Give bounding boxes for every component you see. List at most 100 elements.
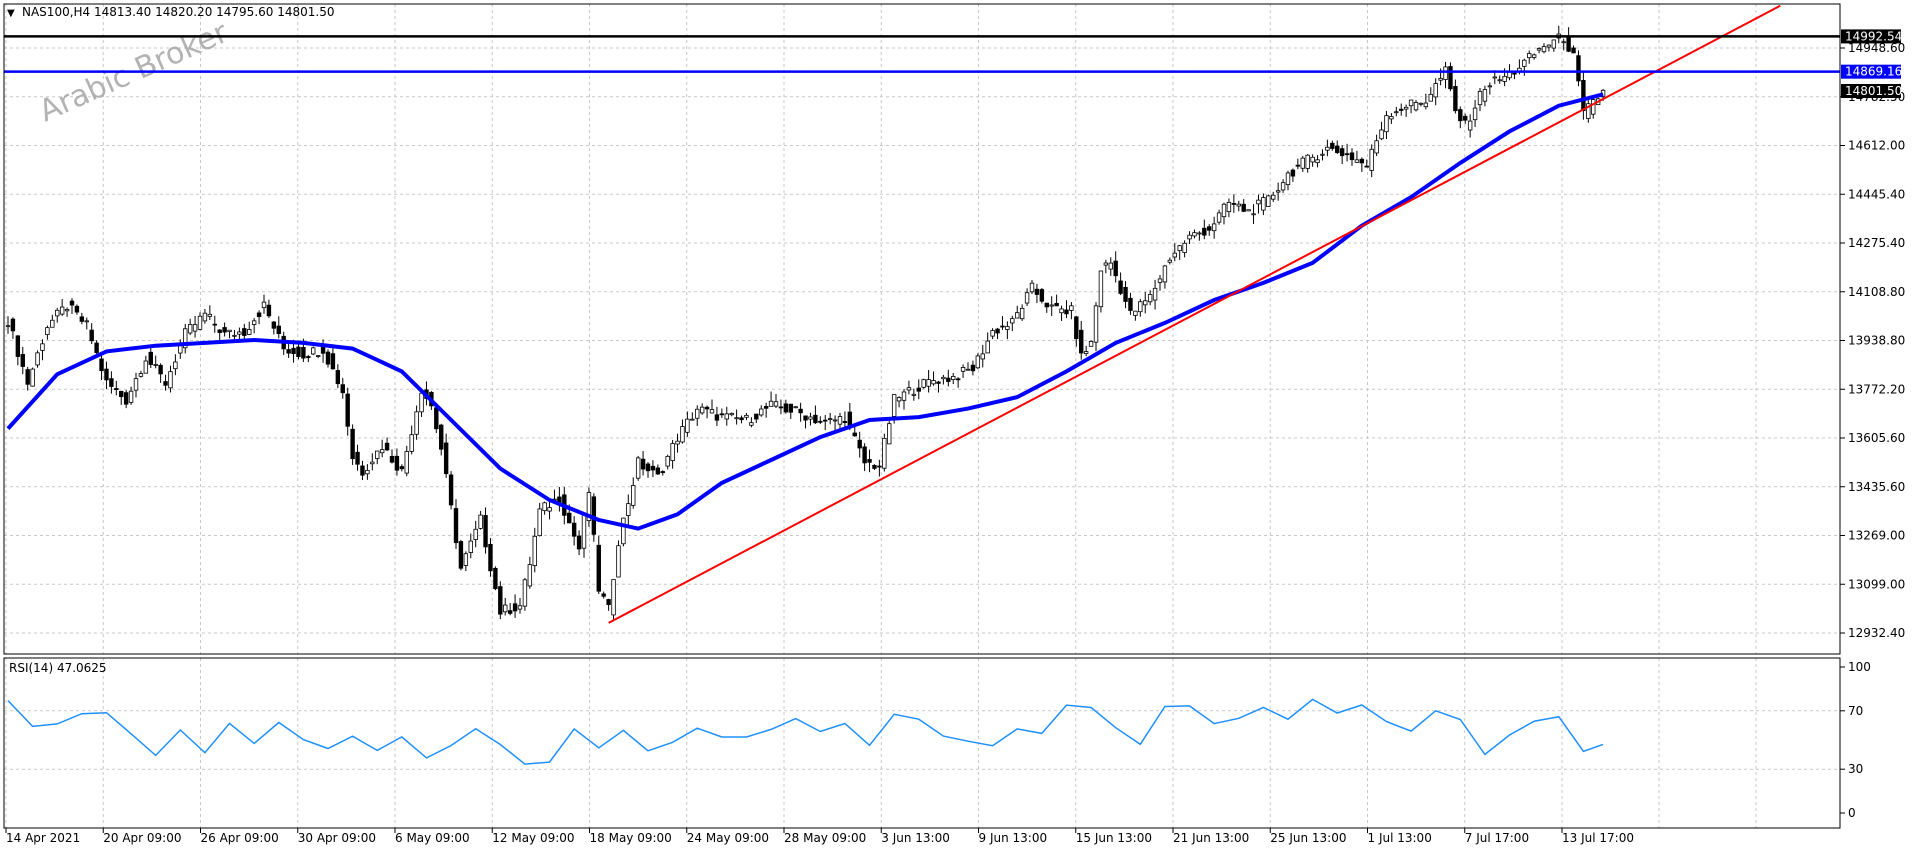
- candle-body: [453, 508, 459, 544]
- candle-body: [335, 370, 341, 385]
- candle-body: [1492, 76, 1497, 79]
- x-tick-label: 14 Apr 2021: [6, 831, 80, 845]
- candle-body: [906, 387, 912, 391]
- candle-body: [1128, 297, 1133, 311]
- candle-body: [872, 465, 877, 469]
- candle-body: [468, 540, 473, 553]
- candle-body: [148, 351, 153, 365]
- candle-body: [197, 315, 203, 330]
- candle-body: [857, 439, 862, 449]
- candle-body: [522, 579, 528, 607]
- candle-body: [1541, 46, 1547, 53]
- candle-body: [168, 371, 173, 389]
- menu-arrow-icon[interactable]: ▼: [7, 8, 15, 19]
- candle-body: [128, 390, 134, 403]
- candle-body: [1226, 201, 1232, 213]
- candle-body: [443, 442, 449, 475]
- candle-body: [291, 347, 296, 355]
- candle-body: [1438, 77, 1443, 81]
- candle-body: [744, 414, 749, 418]
- candle-body: [296, 346, 301, 357]
- candle-body: [887, 423, 892, 445]
- candle-body: [271, 321, 277, 329]
- candle-body: [749, 422, 754, 426]
- candle-body: [1157, 278, 1163, 283]
- candle-body: [931, 380, 936, 385]
- candle-body: [1182, 242, 1187, 253]
- candle-body: [1295, 164, 1301, 167]
- candle-body: [1271, 194, 1276, 200]
- y-tick-label: 13605.60: [1848, 431, 1905, 445]
- candle-body: [394, 455, 400, 471]
- candle-body: [847, 411, 853, 427]
- candle-body: [1305, 154, 1310, 169]
- candle-body: [1138, 301, 1143, 313]
- candle-body: [1359, 158, 1365, 164]
- candle-body: [439, 424, 444, 450]
- candle-body: [507, 610, 513, 614]
- y-tick-label: 14948.60: [1848, 41, 1905, 55]
- candle-body: [1561, 41, 1566, 44]
- candle-body: [1108, 262, 1113, 270]
- candle-body: [1344, 153, 1350, 156]
- candle-body: [123, 392, 129, 405]
- candle-body: [1546, 44, 1552, 48]
- candle-body: [581, 514, 587, 549]
- candle-body: [217, 329, 222, 333]
- candle-body: [970, 364, 976, 372]
- candle-body: [729, 412, 734, 416]
- candle-body: [803, 415, 808, 421]
- candle-body: [345, 393, 350, 427]
- candle-body: [635, 457, 641, 479]
- candle-body: [576, 535, 582, 550]
- candle-body: [645, 463, 651, 472]
- candle-body: [1197, 232, 1202, 235]
- candle-body: [1192, 232, 1197, 237]
- price-level-label: 14992.54: [1845, 29, 1902, 43]
- x-tick-label: 6 May 09:00: [395, 831, 470, 845]
- candle-body: [1330, 142, 1335, 149]
- candle-body: [537, 508, 542, 537]
- candle-body: [222, 327, 227, 333]
- x-tick-label: 12 May 09:00: [492, 831, 574, 845]
- candle-body: [69, 300, 75, 306]
- candle-body: [1413, 102, 1419, 111]
- candle-body: [89, 329, 94, 342]
- candle-body: [45, 327, 50, 335]
- candle-body: [1000, 325, 1005, 328]
- candle-body: [1315, 159, 1320, 164]
- candle-body: [896, 397, 902, 402]
- candle-body: [951, 376, 956, 381]
- rsi-tick-label: 30: [1848, 762, 1863, 776]
- candle-body: [675, 440, 680, 445]
- candle-body: [1167, 259, 1173, 263]
- candle-body: [375, 450, 380, 459]
- candle-body: [1010, 318, 1015, 324]
- candle-body: [379, 449, 385, 454]
- candle-body: [606, 599, 611, 605]
- x-tick-label: 7 Jul 17:00: [1465, 831, 1529, 845]
- candle-body: [867, 459, 872, 463]
- rsi-line: [7, 698, 1604, 765]
- candle-body: [1467, 120, 1473, 131]
- candle-body: [286, 349, 291, 354]
- candle-body: [434, 407, 439, 430]
- candle-body: [1221, 203, 1227, 218]
- candle-body: [1152, 287, 1158, 301]
- candle-body: [921, 379, 926, 388]
- candle-body: [1162, 265, 1168, 283]
- candle-body: [1349, 152, 1355, 161]
- candle-body: [975, 355, 981, 369]
- candle-body: [842, 420, 848, 424]
- y-tick-label: 14612.00: [1848, 139, 1905, 153]
- candle-body: [1098, 270, 1104, 308]
- candle-body: [877, 465, 882, 468]
- candle-body: [143, 360, 149, 374]
- candle-body: [532, 535, 537, 566]
- candle-body: [739, 417, 744, 421]
- candle-body: [404, 451, 409, 474]
- candle-body: [1088, 341, 1094, 347]
- candle-body: [512, 603, 518, 612]
- candle-body: [547, 507, 552, 512]
